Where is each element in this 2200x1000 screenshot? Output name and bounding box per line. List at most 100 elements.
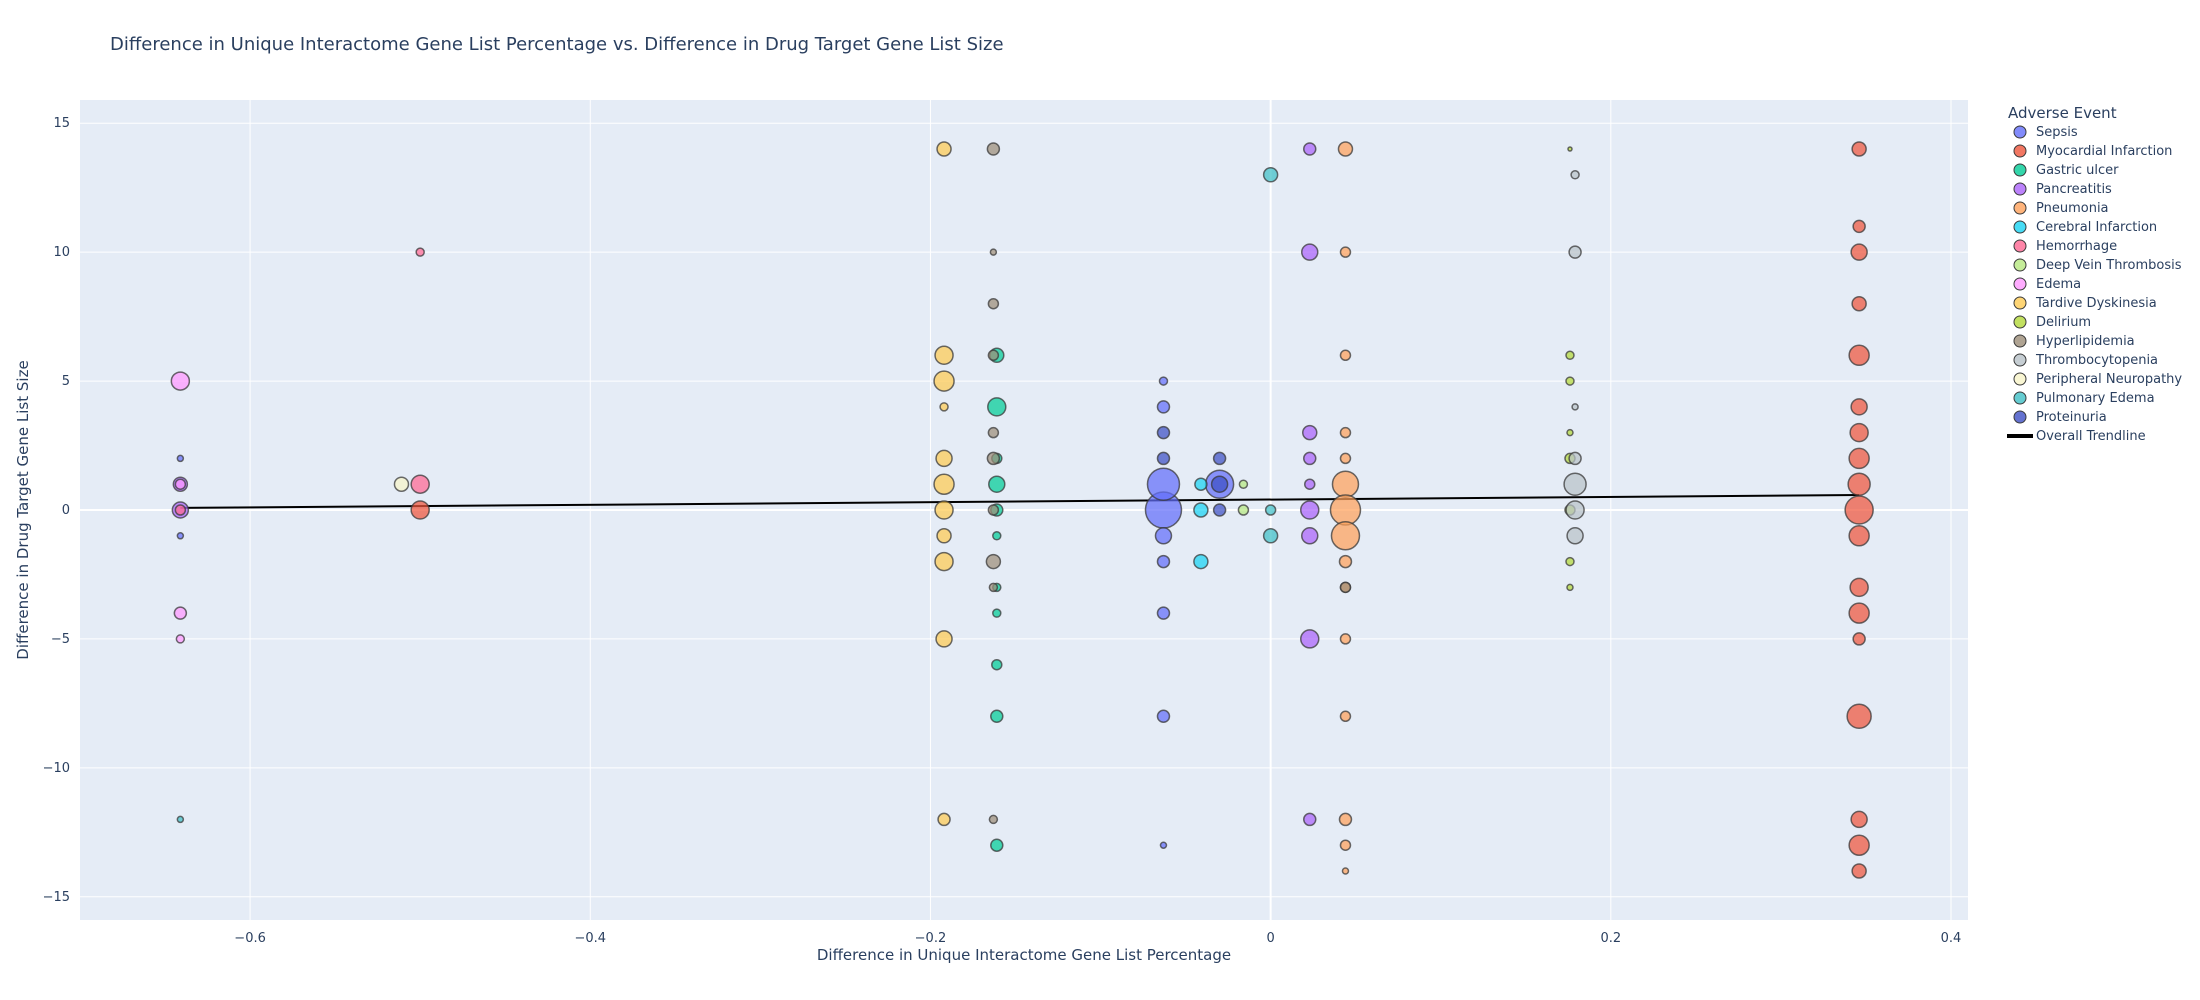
legend-item[interactable]: Hemorrhage: [2013, 239, 2117, 254]
data-point: [1847, 472, 1871, 496]
x-tick-label: −0.6: [234, 931, 266, 946]
legend-item[interactable]: Pancreatitis: [2013, 182, 2112, 197]
legend-marker: [2013, 353, 2027, 367]
data-point: [933, 370, 955, 392]
legend-marker: [2013, 334, 2027, 348]
x-tick-label: −0.4: [574, 931, 606, 946]
data-point: [1193, 553, 1209, 570]
y-tick-label: −10: [43, 761, 70, 776]
data-point: [1329, 494, 1362, 526]
legend-marker: [2013, 125, 2027, 139]
data-point: [174, 504, 187, 516]
data-point: [1304, 478, 1316, 490]
legend[interactable]: Adverse Event Sepsis Myocardial Infarctio…: [2007, 104, 2182, 444]
data-point: [1338, 812, 1353, 827]
legend-marker: [2013, 296, 2027, 310]
data-point: [1567, 146, 1573, 152]
data-point: [1331, 470, 1360, 498]
data-point: [1851, 295, 1867, 312]
x-tick-label: −0.2: [915, 931, 947, 946]
data-point: [1193, 502, 1209, 518]
data-point: [1156, 554, 1171, 569]
legend-marker: [2013, 144, 2027, 158]
data-point: [410, 474, 430, 494]
legend-label: Hemorrhage: [2036, 239, 2117, 254]
legend-item[interactable]: Thrombocytopenia: [2013, 353, 2158, 368]
data-point: [990, 838, 1004, 852]
data-point: [1849, 577, 1869, 598]
data-point: [1339, 633, 1352, 645]
legend-item[interactable]: Cerebral Infarction: [2013, 220, 2157, 235]
data-point: [1339, 349, 1352, 362]
y-tick-label: −5: [51, 632, 70, 647]
y-tick-label: 0: [62, 503, 70, 518]
data-point: [1339, 710, 1352, 723]
legend-marker: [2013, 163, 2027, 177]
data-point: [988, 475, 1006, 493]
data-point: [1146, 467, 1181, 501]
data-point: [1303, 451, 1317, 466]
y-tick-label: −15: [43, 890, 70, 905]
trendline: [180, 494, 1860, 509]
legend-item[interactable]: Proteinuria: [2013, 410, 2107, 425]
data-point: [1303, 812, 1317, 827]
data-point: [1156, 606, 1171, 620]
legend-item[interactable]: Deep Vein Thrombosis: [2013, 258, 2182, 273]
legend-label: Gastric ulcer: [2036, 163, 2119, 178]
legend-item[interactable]: Sepsis: [2013, 125, 2078, 140]
data-point: [1301, 527, 1319, 545]
legend-item[interactable]: Edema: [2013, 277, 2081, 292]
legend-item[interactable]: Tardive Dyskinesia: [2013, 296, 2157, 311]
legend-item[interactable]: Peripheral Neuropathy: [2013, 372, 2182, 387]
legend-item[interactable]: Delirium: [2013, 315, 2091, 330]
legend-label: Tardive Dyskinesia: [2035, 296, 2157, 311]
data-point: [174, 478, 187, 490]
legend-label: Deep Vein Thrombosis: [2036, 258, 2182, 273]
data-point: [410, 500, 430, 520]
legend-item[interactable]: Overall Trendline: [2007, 429, 2146, 444]
grid-lines: [80, 100, 1968, 920]
data-point: [1212, 503, 1227, 517]
data-point: [1302, 424, 1318, 441]
data-point: [1341, 867, 1350, 875]
data-point: [1339, 246, 1352, 258]
data-point: [1571, 403, 1579, 411]
legend-item[interactable]: Pneumonia: [2013, 201, 2109, 216]
data-point: [173, 606, 188, 620]
data-point: [1237, 504, 1250, 516]
data-point: [986, 142, 1001, 156]
data-point: [1337, 141, 1354, 157]
data-point: [1852, 219, 1866, 234]
data-point: [1262, 167, 1279, 183]
data-point: [1338, 554, 1353, 569]
data-point: [415, 247, 425, 257]
data-point: [1156, 425, 1171, 440]
data-point: [1568, 451, 1582, 466]
data-point: [1300, 500, 1320, 520]
legend-label: Overall Trendline: [2036, 429, 2146, 444]
data-point: [985, 553, 1002, 570]
data-point: [1850, 243, 1868, 261]
data-point: [1303, 142, 1317, 156]
data-point: [934, 500, 954, 520]
legend-marker: [2013, 201, 2027, 215]
data-point: [1568, 245, 1582, 259]
legend-item[interactable]: Myocardial Infarction: [2013, 144, 2172, 159]
legend-marker: [2013, 239, 2027, 253]
data-point: [1852, 632, 1866, 646]
data-point: [1566, 527, 1584, 545]
legend-label: Pulmonary Edema: [2036, 391, 2155, 406]
legend-label: Pancreatitis: [2036, 182, 2112, 197]
data-point: [1339, 839, 1352, 851]
data-point: [992, 608, 1002, 618]
legend-item[interactable]: Pulmonary Edema: [2013, 391, 2155, 406]
legend-item[interactable]: Gastric ulcer: [2013, 163, 2119, 178]
data-point: [1848, 834, 1870, 856]
data-point: [1850, 398, 1868, 416]
legend-title: Adverse Event: [2008, 104, 2117, 122]
data-point: [1846, 703, 1872, 730]
data-point: [393, 476, 410, 492]
data-point: [933, 473, 955, 495]
legend-label: Delirium: [2036, 315, 2091, 330]
legend-item[interactable]: Hyperlipidemia: [2013, 334, 2135, 349]
